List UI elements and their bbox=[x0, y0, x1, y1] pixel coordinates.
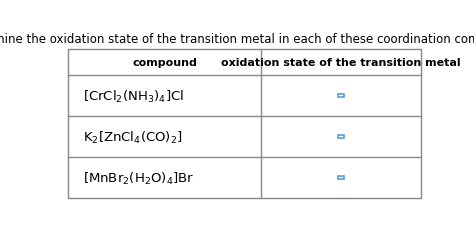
Text: oxidation state of the transition metal: oxidation state of the transition metal bbox=[221, 58, 461, 68]
Text: $\mathrm{K_2}\left[\mathrm{ZnCl_4(CO)_2}\right]$: $\mathrm{K_2}\left[\mathrm{ZnCl_4(CO)_2}… bbox=[83, 129, 182, 145]
Bar bbox=[337, 135, 344, 139]
Bar bbox=[68, 50, 421, 198]
Text: $\left[\mathrm{CrCl_2(NH_3)_4}\right]\mathrm{Cl}$: $\left[\mathrm{CrCl_2(NH_3)_4}\right]\ma… bbox=[83, 88, 184, 104]
Text: $\left[\mathrm{MnBr_2(H_2O)_4}\right]\mathrm{Br}$: $\left[\mathrm{MnBr_2(H_2O)_4}\right]\ma… bbox=[83, 170, 194, 186]
Bar bbox=[337, 176, 344, 180]
Text: compound: compound bbox=[132, 58, 197, 68]
Text: Determine the oxidation state of the transition metal in each of these coordinat: Determine the oxidation state of the tra… bbox=[0, 33, 474, 46]
Bar bbox=[337, 94, 344, 98]
